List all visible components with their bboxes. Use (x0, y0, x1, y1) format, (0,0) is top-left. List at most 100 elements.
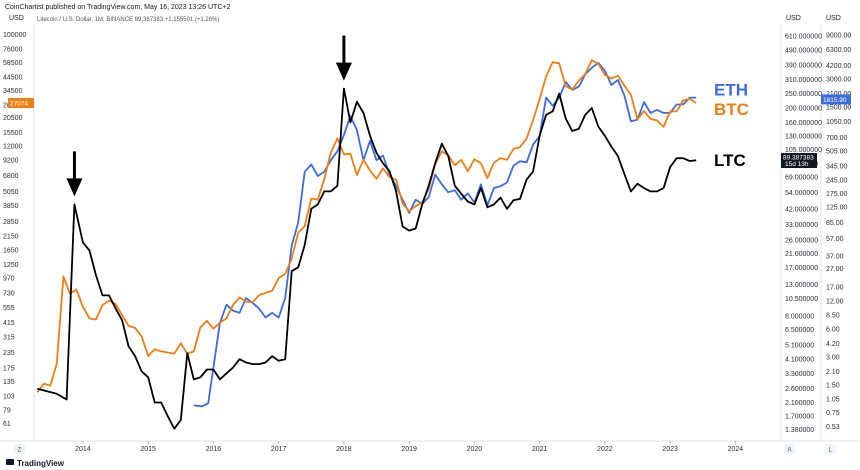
time-axis-tick-label: 2016 (206, 446, 222, 453)
left-axis-tick-label: 135 (3, 379, 15, 386)
left-axis-tick-label: 730 (3, 290, 15, 297)
annotation-layer (66, 35, 352, 197)
left-axis-tick-label: 76000 (3, 46, 23, 53)
middle-axis-tick-label: 54.000000 (785, 190, 818, 197)
right-axis-tick-label: 3000.00 (826, 77, 851, 84)
middle-axis-tick-label: 160.000000 (785, 120, 822, 127)
middle-axis-tick-label: 8.000000 (785, 314, 814, 321)
left-axis-tick-label: 2150 (3, 234, 19, 241)
right-axis-tick-label: 57.00 (826, 236, 844, 243)
legend-label-eth: ETH (714, 80, 748, 99)
eth-price-badge (821, 94, 851, 105)
middle-axis-tick-label: 310.000000 (785, 77, 822, 84)
left-axis-tick-label: 5050 (3, 189, 19, 196)
middle-axis-unit: USD (786, 15, 801, 22)
right-axis-tick-label: 1050.00 (826, 119, 851, 126)
right-axis-tick-label: 175.00 (826, 191, 848, 198)
left-axis-tick-label: 415 (3, 320, 15, 327)
legend-label-btc: BTC (714, 100, 749, 119)
middle-axis-tick-label: 105.000000 (785, 147, 822, 154)
right-axis-tick-label: 2.10 (826, 369, 840, 376)
left-axis-ticks: 61 79 103 135 175 235 315 415 555 730 970 1250 1650 2… (3, 32, 26, 428)
tradingview-logo-mark (6, 459, 14, 465)
middle-axis-tick-label: 69.000000 (785, 174, 818, 181)
auto-scale-button[interactable] (784, 444, 795, 454)
right-axis-tick-label: 1.50 (826, 382, 840, 389)
middle-axis-ticks: 1.380000 1.700000 2.100000 2.600000 3.300000… (785, 33, 822, 434)
left-axis-tick-label: 2850 (3, 219, 19, 226)
left-axis-tick-label: 15500 (3, 130, 23, 137)
left-axis-tick-label: 970 (3, 275, 15, 282)
btc-price-badge (8, 98, 34, 109)
left-axis-tick-label: 1650 (3, 248, 19, 255)
time-axis-ticks: 2014 2015 2016 2017 2018 2019 2020 2021 2022 2023… (75, 441, 743, 453)
log-scale-button[interactable] (825, 444, 836, 454)
ltc-price-badge (781, 153, 817, 169)
left-axis-tick-label: 103 (3, 393, 15, 400)
middle-axis-tick-label: 21.000000 (785, 251, 818, 258)
left-axis-tick-label: 175 (3, 366, 15, 373)
right-axis-tick-label: 0.75 (826, 410, 840, 417)
left-axis-tick-label: 58500 (3, 60, 23, 67)
tradingview-logo: TradingView (6, 459, 65, 468)
right-axis-tick-label: 1500.00 (826, 105, 851, 112)
middle-axis-tick-label: 1.380000 (785, 427, 814, 434)
time-axis-tick-label: 2019 (401, 446, 417, 453)
right-axis-tick-label: 6.00 (826, 327, 840, 334)
scale-z-label: Z (18, 448, 22, 454)
scale-z-button[interactable] (14, 444, 25, 454)
series-layer (36, 59, 697, 430)
right-axis-tick-label: 0.53 (826, 424, 840, 431)
middle-axis-tick-label: 5.100000 (785, 343, 814, 350)
time-axis-tick-label: 2024 (728, 446, 744, 453)
left-axis-tick-label: 12000 (3, 143, 23, 150)
series-line-ltc (37, 87, 697, 430)
time-axis-tick-label: 2021 (532, 446, 548, 453)
middle-axis-tick-label: 42.000000 (785, 206, 818, 213)
annotation-arrow-head (66, 178, 83, 197)
middle-axis-tick-label: 33.000000 (785, 222, 818, 229)
left-axis-tick-label: 235 (3, 350, 15, 357)
right-axis-tick-label: 4.20 (826, 341, 840, 348)
right-axis-tick-label: 27.00 (826, 266, 844, 273)
time-axis-tick-label: 2014 (75, 446, 91, 453)
middle-axis-tick-label: 6.500000 (785, 327, 814, 334)
middle-axis-tick-label: 610.000000 (785, 33, 822, 40)
right-axis-tick-label: 6300.00 (826, 47, 851, 54)
log-scale-label: L (829, 448, 833, 454)
left-axis-tick-label: 20500 (3, 115, 23, 122)
left-axis-tick-label: 79 (3, 407, 11, 414)
annotation-arrow-head (335, 62, 352, 81)
right-axis-ticks: 0.53 0.75 1.05 1.50 2.10 3.00 4.20 6.00 8.50 12.0… (826, 33, 851, 432)
auto-scale-label: A (788, 448, 792, 454)
middle-axis-tick-label: 4.100000 (785, 357, 814, 364)
time-axis-tick-label: 2017 (271, 446, 287, 453)
middle-axis-tick-label: 17.000000 (785, 265, 818, 272)
right-axis-tick-label: 8.50 (826, 313, 840, 320)
time-axis-tick-label: 2018 (336, 446, 352, 453)
time-axis-tick-label: 2023 (662, 446, 678, 453)
middle-axis-tick-label: 200.000000 (785, 105, 822, 112)
left-axis-tick-label: 1250 (3, 262, 19, 269)
ltc-countdown-text: 15d 13h (785, 161, 809, 168)
right-axis-tick-label: 4200.00 (826, 63, 851, 70)
left-axis-tick-label: 100000 (3, 32, 26, 39)
left-axis-tick-label: 61 (3, 421, 11, 428)
middle-axis-tick-label: 390.000000 (785, 62, 822, 69)
middle-axis-tick-label: 26.000000 (785, 237, 818, 244)
series-line-btc (36, 59, 697, 393)
middle-axis-tick-label: 10.500000 (785, 296, 818, 303)
time-axis-tick-label: 2020 (467, 446, 483, 453)
right-axis-tick-label: 125.00 (826, 205, 848, 212)
middle-axis-tick-label: 2.600000 (785, 386, 814, 393)
right-axis-tick-label: 505.00 (826, 148, 848, 155)
middle-axis-tick-label: 1.700000 (785, 414, 814, 421)
middle-axis-tick-label: 130.000000 (785, 133, 822, 140)
right-axis-unit: USD (826, 15, 841, 22)
right-axis-tick-label: 3.00 (826, 354, 840, 361)
legend-label-ltc: LTC (714, 151, 746, 170)
middle-axis-tick-label: 13.000000 (785, 282, 818, 289)
